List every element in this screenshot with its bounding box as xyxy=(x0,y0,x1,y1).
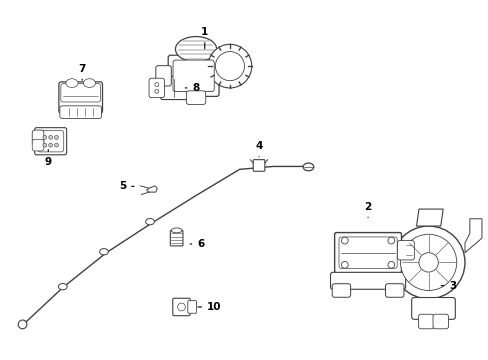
FancyBboxPatch shape xyxy=(187,301,196,313)
Ellipse shape xyxy=(175,37,216,62)
FancyBboxPatch shape xyxy=(38,131,63,152)
FancyBboxPatch shape xyxy=(173,60,214,91)
Text: 9: 9 xyxy=(44,149,52,167)
FancyBboxPatch shape xyxy=(60,106,102,118)
Circle shape xyxy=(387,237,394,244)
FancyBboxPatch shape xyxy=(168,55,219,96)
Circle shape xyxy=(391,226,464,299)
Circle shape xyxy=(208,44,251,88)
Ellipse shape xyxy=(100,248,108,255)
FancyBboxPatch shape xyxy=(35,128,66,155)
FancyBboxPatch shape xyxy=(59,82,102,113)
Text: 7: 7 xyxy=(78,63,86,80)
FancyBboxPatch shape xyxy=(253,159,264,171)
FancyBboxPatch shape xyxy=(186,91,205,104)
Circle shape xyxy=(341,261,347,268)
Circle shape xyxy=(155,82,159,86)
Text: 4: 4 xyxy=(255,141,262,157)
Polygon shape xyxy=(464,219,481,253)
Circle shape xyxy=(49,135,53,139)
Circle shape xyxy=(400,234,456,291)
Polygon shape xyxy=(416,209,442,226)
FancyBboxPatch shape xyxy=(330,272,405,289)
FancyBboxPatch shape xyxy=(170,230,183,246)
Ellipse shape xyxy=(66,79,78,87)
Polygon shape xyxy=(146,186,157,192)
Text: 1: 1 xyxy=(201,27,208,49)
FancyBboxPatch shape xyxy=(32,139,44,151)
FancyBboxPatch shape xyxy=(61,84,101,102)
FancyBboxPatch shape xyxy=(149,78,164,98)
FancyBboxPatch shape xyxy=(32,130,44,145)
Circle shape xyxy=(177,303,185,311)
FancyBboxPatch shape xyxy=(331,284,350,297)
Text: 8: 8 xyxy=(185,83,199,93)
Ellipse shape xyxy=(303,163,313,171)
FancyBboxPatch shape xyxy=(172,298,190,316)
Ellipse shape xyxy=(145,219,154,225)
Ellipse shape xyxy=(58,283,67,290)
Ellipse shape xyxy=(171,228,182,233)
FancyBboxPatch shape xyxy=(334,233,401,273)
Text: 3: 3 xyxy=(440,281,456,291)
FancyBboxPatch shape xyxy=(156,66,171,86)
Circle shape xyxy=(215,51,244,81)
Circle shape xyxy=(155,89,159,93)
FancyBboxPatch shape xyxy=(418,314,433,329)
FancyBboxPatch shape xyxy=(161,76,187,100)
Text: 2: 2 xyxy=(364,202,371,217)
Circle shape xyxy=(43,143,47,147)
Circle shape xyxy=(55,143,58,147)
Circle shape xyxy=(43,135,47,139)
FancyBboxPatch shape xyxy=(397,240,413,260)
FancyBboxPatch shape xyxy=(385,284,403,297)
Circle shape xyxy=(418,253,437,272)
Circle shape xyxy=(55,135,58,139)
FancyBboxPatch shape xyxy=(338,237,396,269)
Text: 6: 6 xyxy=(190,239,204,249)
Circle shape xyxy=(341,237,347,244)
Ellipse shape xyxy=(83,79,95,87)
Circle shape xyxy=(18,320,27,329)
Text: 5: 5 xyxy=(119,181,134,191)
FancyBboxPatch shape xyxy=(432,314,447,329)
Circle shape xyxy=(387,261,394,268)
Text: 10: 10 xyxy=(198,302,221,312)
FancyBboxPatch shape xyxy=(411,297,454,319)
Circle shape xyxy=(49,143,53,147)
